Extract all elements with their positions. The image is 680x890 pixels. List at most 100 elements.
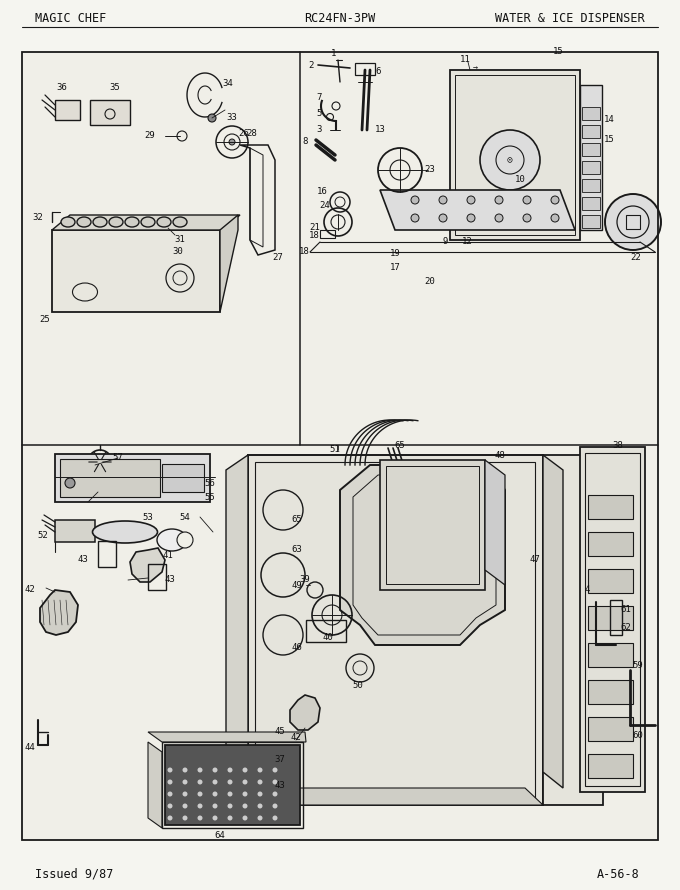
- Circle shape: [273, 804, 277, 808]
- Polygon shape: [90, 100, 130, 125]
- Circle shape: [197, 804, 203, 808]
- Text: 63: 63: [291, 546, 302, 554]
- Polygon shape: [220, 215, 238, 312]
- Circle shape: [258, 791, 262, 797]
- Text: 37: 37: [274, 756, 285, 765]
- Text: 61: 61: [621, 605, 631, 614]
- Text: 65: 65: [394, 441, 405, 449]
- Circle shape: [258, 780, 262, 784]
- Text: 4: 4: [585, 586, 590, 595]
- Text: 46: 46: [291, 643, 302, 652]
- Circle shape: [197, 767, 203, 773]
- Bar: [543, 455, 603, 805]
- Circle shape: [212, 780, 218, 784]
- Bar: [580, 447, 645, 792]
- Text: ⊙: ⊙: [507, 155, 513, 165]
- Text: 14: 14: [604, 116, 614, 125]
- Ellipse shape: [125, 217, 139, 227]
- Circle shape: [182, 767, 188, 773]
- Bar: [165, 745, 300, 825]
- Circle shape: [495, 196, 503, 204]
- Bar: [582, 107, 600, 120]
- Circle shape: [243, 791, 248, 797]
- Polygon shape: [485, 460, 505, 585]
- Text: 45: 45: [274, 727, 285, 737]
- Bar: [588, 680, 633, 704]
- Polygon shape: [340, 465, 505, 645]
- Bar: [588, 532, 633, 556]
- Ellipse shape: [157, 529, 187, 551]
- Ellipse shape: [157, 217, 171, 227]
- Circle shape: [411, 214, 419, 222]
- Bar: [585, 453, 640, 786]
- Polygon shape: [226, 788, 543, 805]
- Text: 62: 62: [621, 624, 631, 633]
- Text: 23: 23: [424, 166, 435, 174]
- Text: 1: 1: [331, 50, 337, 59]
- Circle shape: [212, 815, 218, 821]
- Text: 10: 10: [515, 175, 526, 184]
- Bar: [162, 464, 204, 492]
- Polygon shape: [226, 455, 248, 788]
- Bar: [582, 179, 600, 192]
- Text: 55: 55: [205, 493, 216, 503]
- Circle shape: [273, 767, 277, 773]
- Circle shape: [228, 767, 233, 773]
- Text: 18: 18: [299, 247, 310, 256]
- Circle shape: [273, 791, 277, 797]
- Text: WATER & ICE DISPENSER: WATER & ICE DISPENSER: [495, 12, 645, 25]
- Text: 50: 50: [353, 681, 363, 690]
- Ellipse shape: [173, 217, 187, 227]
- Text: 16: 16: [318, 188, 328, 197]
- Circle shape: [167, 767, 173, 773]
- Bar: [588, 606, 633, 630]
- Text: 32: 32: [33, 214, 44, 222]
- Circle shape: [229, 139, 235, 145]
- Text: 51: 51: [329, 446, 340, 455]
- Bar: [588, 643, 633, 667]
- Text: 3: 3: [317, 125, 322, 134]
- Circle shape: [228, 804, 233, 808]
- Text: 59: 59: [632, 660, 643, 669]
- Text: 40: 40: [322, 633, 333, 642]
- Ellipse shape: [93, 217, 107, 227]
- Bar: [582, 197, 600, 210]
- Text: 22: 22: [630, 253, 641, 262]
- Text: 35: 35: [109, 84, 120, 93]
- Bar: [60, 459, 160, 497]
- Circle shape: [243, 767, 248, 773]
- Bar: [588, 495, 633, 519]
- Text: 8: 8: [303, 137, 308, 147]
- Text: 25: 25: [39, 315, 50, 325]
- Text: 48: 48: [494, 450, 505, 459]
- Circle shape: [182, 780, 188, 784]
- Ellipse shape: [92, 521, 158, 543]
- Bar: [255, 462, 535, 798]
- Circle shape: [182, 815, 188, 821]
- Text: 29: 29: [144, 132, 155, 141]
- Bar: [306, 620, 346, 642]
- Bar: [55, 454, 210, 502]
- Circle shape: [167, 791, 173, 797]
- Text: 7: 7: [317, 93, 322, 102]
- Circle shape: [258, 804, 262, 808]
- Circle shape: [212, 767, 218, 773]
- Polygon shape: [543, 455, 563, 788]
- Circle shape: [228, 780, 233, 784]
- Circle shape: [439, 214, 447, 222]
- Text: A-56-8: A-56-8: [597, 868, 640, 880]
- Circle shape: [197, 815, 203, 821]
- Bar: [52, 230, 220, 312]
- Bar: [588, 717, 633, 741]
- Text: 42: 42: [24, 586, 35, 595]
- Text: 5: 5: [317, 109, 322, 118]
- Circle shape: [605, 194, 661, 250]
- Polygon shape: [40, 590, 78, 635]
- Circle shape: [258, 767, 262, 773]
- Text: →: →: [473, 63, 477, 72]
- Polygon shape: [148, 732, 306, 742]
- Text: 15: 15: [553, 47, 563, 56]
- Circle shape: [411, 196, 419, 204]
- Ellipse shape: [109, 217, 123, 227]
- Polygon shape: [148, 742, 162, 828]
